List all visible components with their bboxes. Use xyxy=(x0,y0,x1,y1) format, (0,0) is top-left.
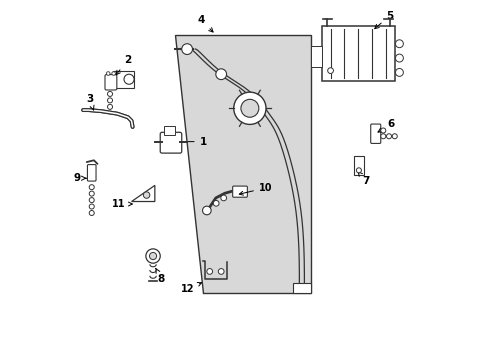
Circle shape xyxy=(89,191,94,196)
Text: 9: 9 xyxy=(73,173,86,183)
Circle shape xyxy=(380,128,385,133)
Circle shape xyxy=(380,134,385,139)
FancyBboxPatch shape xyxy=(310,45,321,67)
Circle shape xyxy=(395,68,403,76)
FancyBboxPatch shape xyxy=(292,283,310,293)
FancyBboxPatch shape xyxy=(353,156,363,175)
FancyBboxPatch shape xyxy=(370,124,380,143)
Circle shape xyxy=(356,168,361,173)
Polygon shape xyxy=(174,35,310,293)
Circle shape xyxy=(106,72,110,75)
Text: 12: 12 xyxy=(181,283,201,294)
Circle shape xyxy=(221,195,226,201)
Circle shape xyxy=(143,192,149,198)
Circle shape xyxy=(213,201,219,206)
Circle shape xyxy=(182,44,192,54)
Circle shape xyxy=(124,74,134,84)
FancyBboxPatch shape xyxy=(164,126,174,135)
Text: 6: 6 xyxy=(377,120,394,132)
Text: 8: 8 xyxy=(155,268,164,284)
Circle shape xyxy=(202,206,211,215)
Circle shape xyxy=(89,185,94,190)
Circle shape xyxy=(145,249,160,263)
Circle shape xyxy=(107,91,112,96)
Text: 1: 1 xyxy=(173,137,206,147)
Circle shape xyxy=(327,68,333,73)
Circle shape xyxy=(89,198,94,203)
Text: 10: 10 xyxy=(239,183,272,195)
Text: 4: 4 xyxy=(197,15,213,32)
FancyBboxPatch shape xyxy=(87,165,96,181)
Text: 7: 7 xyxy=(357,172,368,186)
Circle shape xyxy=(112,72,115,75)
FancyBboxPatch shape xyxy=(105,75,117,90)
Circle shape xyxy=(218,269,224,274)
Text: 2: 2 xyxy=(116,55,131,75)
Text: 5: 5 xyxy=(374,11,392,29)
Circle shape xyxy=(149,252,156,260)
Text: 11: 11 xyxy=(112,199,132,209)
FancyBboxPatch shape xyxy=(112,71,134,88)
Circle shape xyxy=(391,134,396,139)
Circle shape xyxy=(395,40,403,48)
Circle shape xyxy=(107,98,112,103)
Polygon shape xyxy=(131,185,155,202)
Text: 3: 3 xyxy=(86,94,94,110)
Circle shape xyxy=(89,211,94,216)
Circle shape xyxy=(395,54,403,62)
Circle shape xyxy=(89,204,94,209)
FancyBboxPatch shape xyxy=(160,132,182,153)
Circle shape xyxy=(233,92,265,125)
FancyBboxPatch shape xyxy=(232,186,247,197)
Circle shape xyxy=(241,99,258,117)
FancyBboxPatch shape xyxy=(321,26,394,81)
Circle shape xyxy=(215,69,226,80)
Circle shape xyxy=(107,104,112,109)
Circle shape xyxy=(386,134,391,139)
Circle shape xyxy=(206,269,212,274)
